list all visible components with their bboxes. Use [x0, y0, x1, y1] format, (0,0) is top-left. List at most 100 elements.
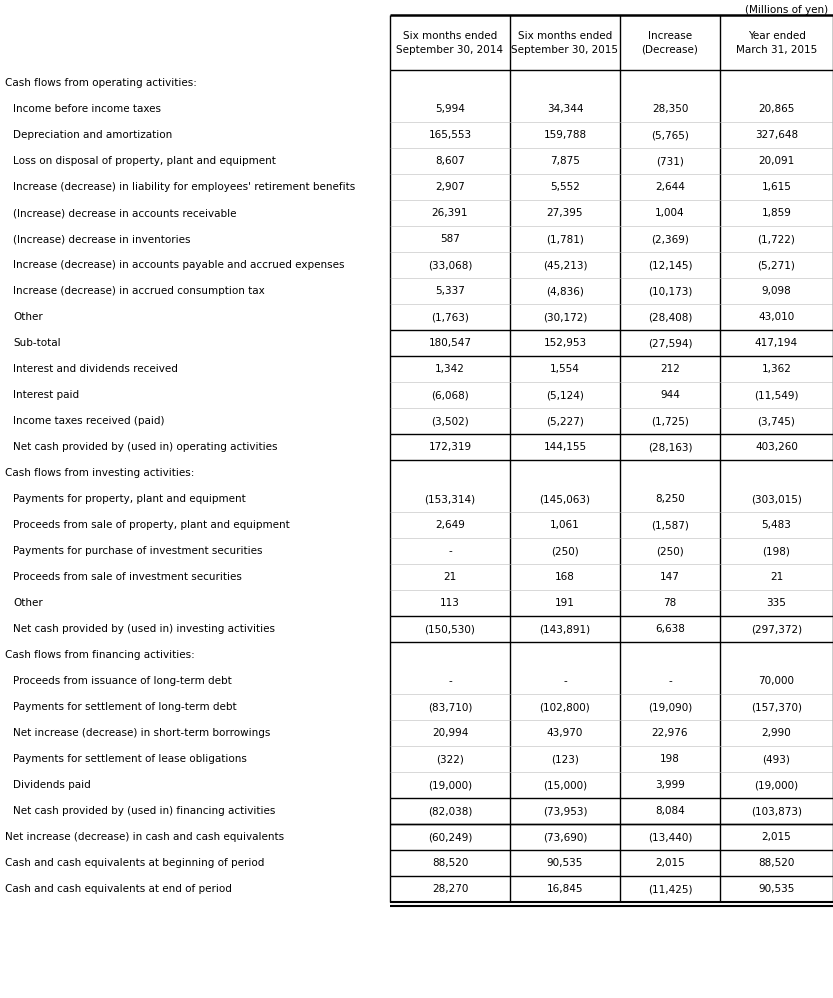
Text: (5,271): (5,271): [757, 260, 796, 270]
Text: (19,090): (19,090): [648, 702, 692, 712]
Text: Increase
(Decrease): Increase (Decrease): [641, 31, 698, 55]
Text: (250): (250): [656, 546, 684, 556]
Text: Cash flows from operating activities:: Cash flows from operating activities:: [5, 78, 197, 88]
Text: Increase (decrease) in accounts payable and accrued expenses: Increase (decrease) in accounts payable …: [13, 260, 345, 270]
Text: 20,994: 20,994: [431, 728, 468, 738]
Text: (10,173): (10,173): [648, 286, 692, 296]
Text: (4,836): (4,836): [546, 286, 584, 296]
Text: 2,649: 2,649: [435, 520, 465, 530]
Text: (102,800): (102,800): [540, 702, 591, 712]
Text: 5,337: 5,337: [435, 286, 465, 296]
Text: (15,000): (15,000): [543, 780, 587, 790]
Text: (30,172): (30,172): [543, 312, 587, 322]
Text: (3,745): (3,745): [757, 416, 796, 426]
Text: (3,502): (3,502): [431, 416, 469, 426]
Text: -: -: [448, 546, 451, 556]
Text: (153,314): (153,314): [425, 494, 476, 504]
Text: Cash flows from financing activities:: Cash flows from financing activities:: [5, 650, 195, 660]
Text: (82,038): (82,038): [428, 806, 472, 816]
Text: (45,213): (45,213): [543, 260, 587, 270]
Text: Increase (decrease) in liability for employees' retirement benefits: Increase (decrease) in liability for emp…: [13, 182, 355, 192]
Text: Cash flows from investing activities:: Cash flows from investing activities:: [5, 468, 194, 478]
Text: 6,638: 6,638: [655, 624, 685, 634]
Text: 212: 212: [660, 364, 680, 374]
Text: (297,372): (297,372): [751, 624, 802, 634]
Text: (5,765): (5,765): [651, 130, 689, 140]
Text: 147: 147: [660, 572, 680, 582]
Text: Payments for purchase of investment securities: Payments for purchase of investment secu…: [13, 546, 262, 556]
Text: (6,068): (6,068): [431, 390, 469, 400]
Text: 90,535: 90,535: [546, 858, 583, 868]
Text: (250): (250): [551, 546, 579, 556]
Text: Six months ended
September 30, 2015: Six months ended September 30, 2015: [511, 31, 618, 55]
Text: 9,098: 9,098: [761, 286, 791, 296]
Text: 21: 21: [770, 572, 783, 582]
Text: Income before income taxes: Income before income taxes: [13, 104, 161, 114]
Text: Cash and cash equivalents at end of period: Cash and cash equivalents at end of peri…: [5, 884, 232, 894]
Text: Net increase (decrease) in cash and cash equivalents: Net increase (decrease) in cash and cash…: [5, 832, 284, 842]
Text: 26,391: 26,391: [431, 208, 468, 218]
Text: 20,865: 20,865: [758, 104, 795, 114]
Text: 587: 587: [440, 234, 460, 244]
Text: (1,781): (1,781): [546, 234, 584, 244]
Text: 8,084: 8,084: [655, 806, 685, 816]
Text: 5,552: 5,552: [550, 182, 580, 192]
Text: (28,163): (28,163): [648, 442, 692, 452]
Text: 165,553: 165,553: [428, 130, 471, 140]
Text: (303,015): (303,015): [751, 494, 802, 504]
Text: 28,270: 28,270: [431, 884, 468, 894]
Text: 944: 944: [660, 390, 680, 400]
Text: (73,953): (73,953): [543, 806, 587, 816]
Text: 180,547: 180,547: [428, 338, 471, 348]
Text: 168: 168: [555, 572, 575, 582]
Text: (33,068): (33,068): [428, 260, 472, 270]
Text: 2,015: 2,015: [761, 832, 791, 842]
Text: 27,395: 27,395: [546, 208, 583, 218]
Text: Interest paid: Interest paid: [13, 390, 79, 400]
Text: 1,615: 1,615: [761, 182, 791, 192]
Text: 113: 113: [440, 598, 460, 608]
Text: 5,483: 5,483: [761, 520, 791, 530]
Text: (19,000): (19,000): [755, 780, 799, 790]
Text: 172,319: 172,319: [428, 442, 471, 452]
Text: 152,953: 152,953: [543, 338, 586, 348]
Text: Sub-total: Sub-total: [13, 338, 61, 348]
Text: 1,554: 1,554: [550, 364, 580, 374]
Text: (322): (322): [436, 754, 464, 764]
Text: Net cash provided by (used in) investing activities: Net cash provided by (used in) investing…: [13, 624, 275, 634]
Text: 1,362: 1,362: [761, 364, 791, 374]
Text: Proceeds from issuance of long-term debt: Proceeds from issuance of long-term debt: [13, 676, 232, 686]
Text: Net increase (decrease) in short-term borrowings: Net increase (decrease) in short-term bo…: [13, 728, 271, 738]
Text: 21: 21: [443, 572, 456, 582]
Text: (2,369): (2,369): [651, 234, 689, 244]
Text: (Increase) decrease in accounts receivable: (Increase) decrease in accounts receivab…: [13, 208, 237, 218]
Text: (103,873): (103,873): [751, 806, 802, 816]
Text: (157,370): (157,370): [751, 702, 802, 712]
Text: Six months ended
September 30, 2014: Six months ended September 30, 2014: [397, 31, 503, 55]
Text: -: -: [563, 676, 567, 686]
Text: (11,549): (11,549): [754, 390, 799, 400]
Text: 159,788: 159,788: [543, 130, 586, 140]
Text: Net cash provided by (used in) operating activities: Net cash provided by (used in) operating…: [13, 442, 277, 452]
Text: 20,091: 20,091: [758, 156, 795, 166]
Text: 8,607: 8,607: [435, 156, 465, 166]
Text: (1,587): (1,587): [651, 520, 689, 530]
Text: Payments for settlement of lease obligations: Payments for settlement of lease obligat…: [13, 754, 247, 764]
Text: 144,155: 144,155: [543, 442, 586, 452]
Text: (60,249): (60,249): [428, 832, 472, 842]
Text: 1,004: 1,004: [656, 208, 685, 218]
Text: 88,520: 88,520: [431, 858, 468, 868]
Text: Payments for property, plant and equipment: Payments for property, plant and equipme…: [13, 494, 246, 504]
Text: 191: 191: [555, 598, 575, 608]
Text: (28,408): (28,408): [648, 312, 692, 322]
Text: (5,227): (5,227): [546, 416, 584, 426]
Text: (493): (493): [762, 754, 791, 764]
Text: Cash and cash equivalents at beginning of period: Cash and cash equivalents at beginning o…: [5, 858, 264, 868]
Text: Increase (decrease) in accrued consumption tax: Increase (decrease) in accrued consumpti…: [13, 286, 265, 296]
Text: 70,000: 70,000: [759, 676, 795, 686]
Text: 8,250: 8,250: [655, 494, 685, 504]
Text: 327,648: 327,648: [755, 130, 798, 140]
Text: 5,994: 5,994: [435, 104, 465, 114]
Text: 335: 335: [766, 598, 786, 608]
Text: Income taxes received (paid): Income taxes received (paid): [13, 416, 164, 426]
